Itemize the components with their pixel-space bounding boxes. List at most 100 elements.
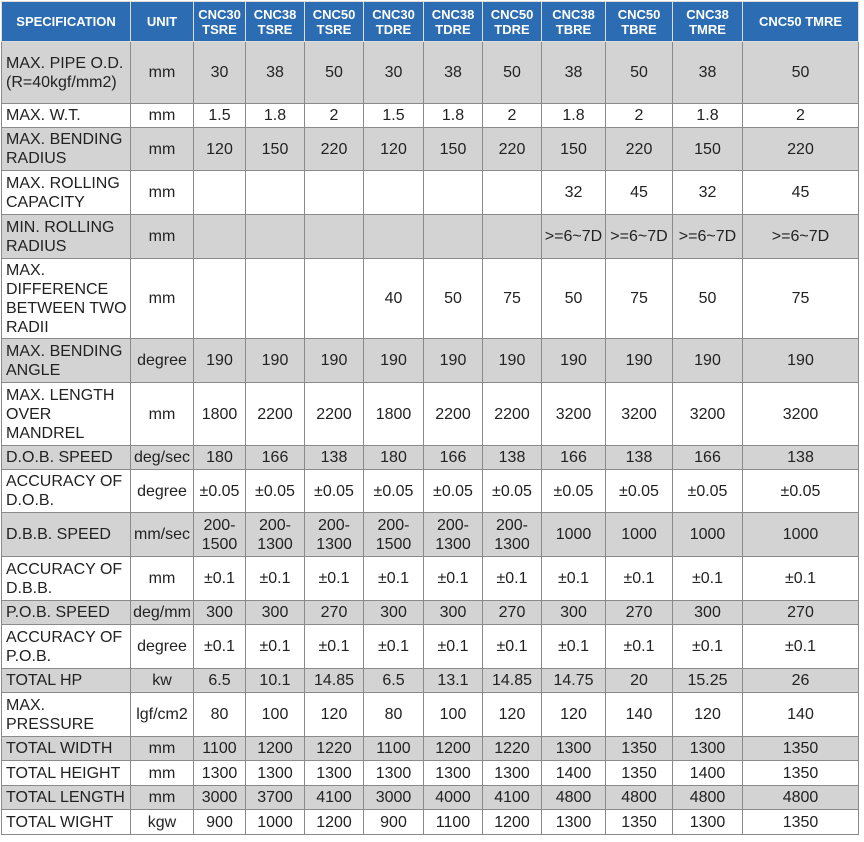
value-cell: 1300 <box>482 760 542 786</box>
value-cell: 1350 <box>605 760 673 786</box>
spec-cell: TOTAL HP <box>1 668 131 693</box>
value-cell: 50 <box>672 258 743 339</box>
value-cell: ±0.1 <box>742 556 859 601</box>
value-cell: 200-1300 <box>423 512 483 557</box>
table-row: ACCURACY OF P.O.B. degree ±0.1 ±0.1 ±0.1 ±0.1… <box>1 624 859 669</box>
table-row: TOTAL HEIGHT mm 1300 1300 1300 1300 1300 1300 14… <box>1 760 859 786</box>
unit-cell: degree <box>130 624 194 669</box>
spec-cell: TOTAL LENGTH <box>1 785 131 810</box>
value-cell: 120 <box>193 127 246 171</box>
value-cell: ±0.05 <box>193 469 246 513</box>
value-cell: 220 <box>742 127 859 171</box>
value-cell: ±0.1 <box>742 624 859 669</box>
value-cell: ±0.1 <box>672 624 743 669</box>
spec-cell: MAX. BENDING ANGLE <box>1 338 131 383</box>
spec-cell: D.B.B. SPEED <box>1 512 131 557</box>
value-cell: 200-1300 <box>482 512 542 557</box>
value-cell: 138 <box>482 445 542 470</box>
value-cell: 1300 <box>423 760 483 786</box>
value-cell: 900 <box>193 809 246 835</box>
value-cell: 300 <box>193 600 246 625</box>
value-cell <box>193 258 246 339</box>
value-cell: >=6~7D <box>605 214 673 259</box>
value-cell: ±0.1 <box>423 556 483 601</box>
value-cell: 1000 <box>605 512 673 557</box>
value-cell: 50 <box>605 41 673 104</box>
table-row: D.O.B. SPEED deg/sec 180 166 138 180 166 138 166… <box>1 445 859 470</box>
value-cell: 75 <box>482 258 542 339</box>
value-cell: 38 <box>541 41 606 104</box>
value-cell: 4000 <box>423 785 483 810</box>
value-cell: 1000 <box>672 512 743 557</box>
value-cell: ±0.1 <box>245 624 305 669</box>
value-cell: 3700 <box>245 785 305 810</box>
spec-cell: P.O.B. SPEED <box>1 600 131 625</box>
value-cell: 100 <box>245 692 305 737</box>
header-cell: CNC38 TBRE <box>541 1 606 42</box>
header-cell: CNC50 TSRE <box>304 1 364 42</box>
value-cell: ±0.1 <box>363 624 424 669</box>
value-cell: 220 <box>304 127 364 171</box>
value-cell: 190 <box>304 338 364 383</box>
value-cell: 6.5 <box>363 668 424 693</box>
value-cell: 166 <box>541 445 606 470</box>
value-cell: 150 <box>245 127 305 171</box>
value-cell <box>245 170 305 215</box>
spec-cell: MAX. DIFFERENCE BETWEEN TWO RADII <box>1 258 131 339</box>
value-cell: 13.1 <box>423 668 483 693</box>
value-cell: 50 <box>304 41 364 104</box>
value-cell: 220 <box>605 127 673 171</box>
value-cell: 270 <box>482 600 542 625</box>
value-cell: 120 <box>363 127 424 171</box>
value-cell: 180 <box>193 445 246 470</box>
table-row: MAX. ROLLING CAPACITY mm 32 45 32 45 <box>1 170 859 215</box>
value-cell: 2 <box>742 103 859 128</box>
value-cell <box>304 258 364 339</box>
value-cell: 1300 <box>363 760 424 786</box>
value-cell: 38 <box>245 41 305 104</box>
value-cell: 38 <box>672 41 743 104</box>
value-cell: 3000 <box>363 785 424 810</box>
value-cell: 40 <box>363 258 424 339</box>
header-cell: CNC50 TBRE <box>605 1 673 42</box>
value-cell: 190 <box>193 338 246 383</box>
table-row: MAX. BENDING ANGLE degree 190 190 190 190 190 1… <box>1 338 859 383</box>
value-cell: ±0.1 <box>482 556 542 601</box>
value-cell: ±0.1 <box>482 624 542 669</box>
spec-cell: MAX. W.T. <box>1 103 131 128</box>
unit-cell: mm <box>130 103 194 128</box>
value-cell: 200-1500 <box>363 512 424 557</box>
value-cell: 190 <box>605 338 673 383</box>
value-cell <box>423 170 483 215</box>
value-cell: ±0.1 <box>304 624 364 669</box>
value-cell: 1100 <box>193 736 246 761</box>
value-cell: 1800 <box>363 382 424 446</box>
value-cell: 190 <box>541 338 606 383</box>
spec-cell: MAX. BENDING RADIUS <box>1 127 131 171</box>
value-cell: 150 <box>423 127 483 171</box>
value-cell: 4800 <box>742 785 859 810</box>
value-cell: 32 <box>541 170 606 215</box>
header-cell: CNC38 TSRE <box>245 1 305 42</box>
value-cell: 138 <box>304 445 364 470</box>
value-cell: 2 <box>482 103 542 128</box>
value-cell: 100 <box>423 692 483 737</box>
value-cell <box>423 214 483 259</box>
value-cell: 30 <box>193 41 246 104</box>
value-cell: 138 <box>605 445 673 470</box>
value-cell: 14.75 <box>541 668 606 693</box>
value-cell: ±0.1 <box>541 624 606 669</box>
unit-cell: deg/mm <box>130 600 194 625</box>
value-cell: 1300 <box>672 809 743 835</box>
value-cell: 1200 <box>304 809 364 835</box>
value-cell: 1.8 <box>541 103 606 128</box>
value-cell: 190 <box>482 338 542 383</box>
value-cell: 1200 <box>482 809 542 835</box>
value-cell: ±0.1 <box>245 556 305 601</box>
value-cell: 3000 <box>193 785 246 810</box>
value-cell: 1000 <box>245 809 305 835</box>
spec-cell: MAX. PRESSURE <box>1 692 131 737</box>
spec-cell: ACCURACY OF D.B.B. <box>1 556 131 601</box>
unit-cell: mm <box>130 785 194 810</box>
